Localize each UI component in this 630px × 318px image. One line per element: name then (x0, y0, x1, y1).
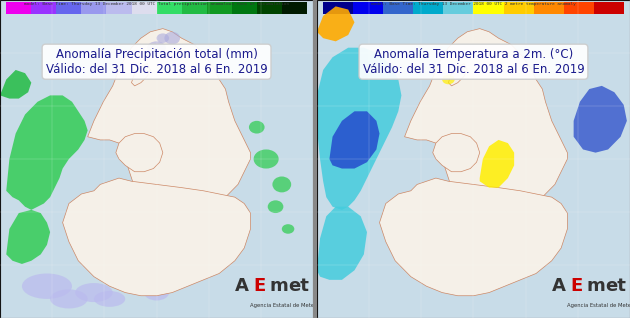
Text: m: m (586, 277, 605, 295)
Ellipse shape (94, 291, 125, 307)
Bar (56, 2, 81, 14)
Polygon shape (404, 29, 568, 213)
Bar (181, 2, 207, 14)
Ellipse shape (50, 289, 88, 308)
Ellipse shape (144, 285, 169, 301)
Ellipse shape (164, 32, 180, 45)
Ellipse shape (272, 176, 291, 192)
Polygon shape (329, 111, 379, 169)
Ellipse shape (159, 262, 185, 278)
Polygon shape (6, 210, 50, 264)
Polygon shape (116, 134, 163, 172)
Polygon shape (479, 140, 514, 188)
Bar (503, 2, 534, 14)
Ellipse shape (183, 254, 205, 267)
Bar (106, 2, 132, 14)
Bar (413, 2, 444, 14)
Bar (132, 2, 156, 14)
Bar (207, 2, 232, 14)
Text: et: et (288, 277, 309, 295)
Text: Agencia Estatal de Meteorología: Agencia Estatal de Meteorología (251, 302, 336, 308)
Ellipse shape (442, 75, 455, 84)
Text: model: Base Time: Thursday 13 December 2018 00 UTC 2 metre temperature anomaly: model: Base Time: Thursday 13 December 2… (371, 2, 576, 6)
Bar (232, 2, 257, 14)
Bar (353, 2, 383, 14)
Polygon shape (132, 64, 151, 86)
Bar (81, 2, 106, 14)
Ellipse shape (254, 149, 278, 169)
Text: A: A (235, 277, 249, 295)
Bar (282, 2, 307, 14)
Bar (383, 2, 413, 14)
Ellipse shape (492, 64, 498, 69)
Polygon shape (433, 134, 479, 172)
Text: Anomalía Precipitación total (mm)
Válido: del 31 Dic. 2018 al 6 En. 2019: Anomalía Precipitación total (mm) Válido… (46, 48, 267, 76)
Ellipse shape (125, 270, 156, 289)
Text: model: Base Time: Thursday 13 December 2018 00 UTC Total precipitation anomalous: model: Base Time: Thursday 13 December 2… (24, 2, 289, 6)
Ellipse shape (210, 243, 229, 253)
Text: A: A (552, 277, 566, 295)
Bar (474, 2, 503, 14)
Ellipse shape (75, 283, 113, 302)
Bar (32, 2, 56, 14)
Polygon shape (88, 29, 251, 213)
Bar (156, 2, 181, 14)
Polygon shape (317, 48, 401, 210)
Polygon shape (449, 64, 467, 86)
Bar (6, 2, 32, 14)
Text: E: E (571, 277, 583, 295)
Polygon shape (317, 6, 355, 41)
Polygon shape (317, 207, 367, 280)
Ellipse shape (268, 200, 284, 213)
Text: et: et (605, 277, 626, 295)
Text: Anomalía Temperatura a 2m. (°C)
Válido: del 31 Dic. 2018 al 6 En. 2019: Anomalía Temperatura a 2m. (°C) Válido: … (363, 48, 584, 76)
Text: E: E (254, 277, 266, 295)
Text: m: m (269, 277, 288, 295)
Bar (257, 2, 282, 14)
Polygon shape (6, 95, 88, 210)
Ellipse shape (249, 121, 265, 134)
Polygon shape (62, 178, 251, 296)
Bar (593, 2, 624, 14)
Bar (534, 2, 564, 14)
Ellipse shape (282, 224, 294, 234)
Ellipse shape (147, 41, 166, 54)
Ellipse shape (156, 33, 169, 43)
Polygon shape (0, 70, 32, 99)
Text: Agencia Estatal de Meteorología: Agencia Estatal de Meteorología (568, 302, 630, 308)
Ellipse shape (22, 273, 72, 299)
Bar (323, 2, 353, 14)
Polygon shape (379, 178, 568, 296)
Bar (564, 2, 593, 14)
Polygon shape (574, 86, 627, 153)
Bar (444, 2, 474, 14)
